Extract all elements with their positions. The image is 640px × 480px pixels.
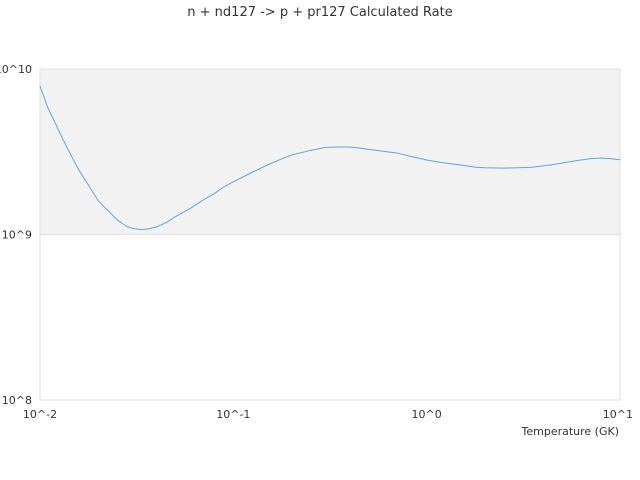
y-tick-label: 10^9 bbox=[2, 229, 32, 242]
plot-area bbox=[39, 68, 621, 401]
x-tick-label: 10^0 bbox=[412, 408, 442, 421]
x-axis-ticks: 10^-2 10^-1 10^0 10^1 bbox=[23, 408, 633, 421]
y-tick-label: 10^10 bbox=[0, 63, 32, 76]
x-tick-label: 10^-1 bbox=[216, 408, 250, 421]
rate-series-line bbox=[39, 85, 621, 231]
x-tick-label: 10^1 bbox=[603, 408, 633, 421]
y-tick-label: 10^8 bbox=[2, 394, 32, 407]
x-tick-label: 10^-2 bbox=[23, 408, 57, 421]
shaded-band bbox=[40, 69, 620, 235]
chart-title: n + nd127 -> p + pr127 Calculated Rate bbox=[187, 5, 452, 20]
y-axis-ticks: 10^8 10^9 10^10 bbox=[0, 63, 32, 407]
x-axis-label: Temperature (GK) bbox=[521, 425, 620, 438]
